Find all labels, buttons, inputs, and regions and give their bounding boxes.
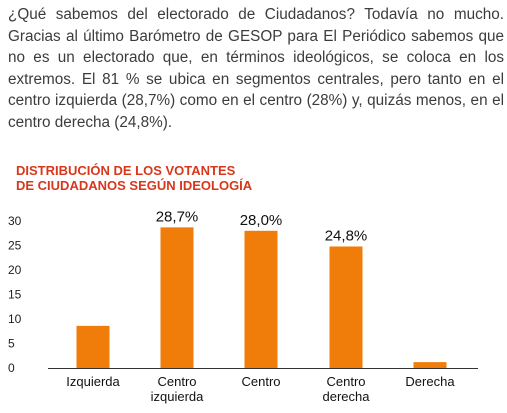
- data-label: 28,7%: [156, 208, 199, 225]
- article-paragraph: ¿Qué sabemos del electorado de Ciudadano…: [8, 6, 504, 131]
- y-tick-label: 20: [8, 263, 22, 277]
- category-label: Centro: [326, 374, 365, 389]
- y-tick-label: 0: [8, 361, 15, 375]
- y-tick-label: 10: [8, 312, 22, 326]
- data-label: 28,0%: [240, 212, 283, 229]
- chart-title-line-1: DISTRIBUCIÓN DE LOS VOTANTES: [16, 163, 236, 178]
- category-label: izquierda: [151, 389, 205, 404]
- category-label: Centro: [241, 374, 280, 389]
- category-label: Izquierda: [66, 374, 120, 389]
- y-tick-label: 15: [8, 288, 22, 302]
- chart-title-line-2: DE CIUDADANOS SEGÚN IDEOLOGÍA: [16, 178, 253, 193]
- bar: [413, 362, 447, 368]
- y-tick-label: 30: [8, 214, 22, 228]
- y-tick-label: 25: [8, 239, 22, 253]
- data-label: 24,8%: [325, 227, 368, 244]
- bar: [329, 246, 363, 368]
- bar: [160, 227, 194, 368]
- category-label: derecha: [323, 389, 371, 404]
- bar: [76, 325, 110, 368]
- bar-chart: 051015202530Izquierda28,7%Centroizquierd…: [8, 208, 478, 404]
- bar: [244, 230, 278, 368]
- y-tick-label: 5: [8, 337, 15, 351]
- chart-title: DISTRIBUCIÓN DE LOS VOTANTES DE CIUDADAN…: [16, 163, 316, 193]
- article-text: ¿Qué sabemos del electorado de Ciudadano…: [8, 4, 504, 133]
- category-label: Derecha: [405, 374, 455, 389]
- category-label: Centro: [157, 374, 196, 389]
